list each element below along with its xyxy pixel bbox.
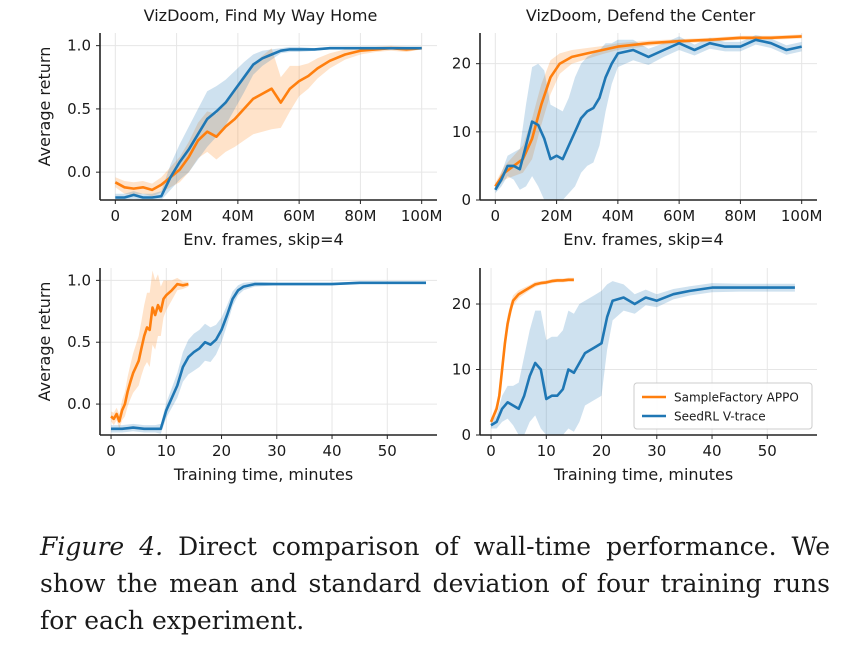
x-axis-label: Training time, minutes	[553, 465, 733, 484]
y-tick-label: 20	[452, 55, 471, 73]
x-tick-label: 40M	[222, 207, 254, 225]
x-axis-label: Env. frames, skip=4	[183, 230, 343, 249]
x-tick-label: 20M	[541, 207, 573, 225]
figure-caption: Figure 4. Direct comparison of wall-time…	[40, 528, 830, 639]
x-tick-label: 50	[758, 442, 777, 460]
legend: SampleFactory APPO SeedRL V-trace	[633, 382, 813, 430]
chart-panel-3: 0 10 20 30 40 50 0.0 0.5 1.0 Training time, minut…	[35, 268, 437, 484]
x-axis-label: Env. frames, skip=4	[563, 230, 723, 249]
series-line-seedrl-v-trace	[115, 46, 422, 199]
chart-panel-1: 0 20M 40M 60M 80M 100M 0.0 0.5 1.0 VizDoom, Find …	[35, 6, 442, 249]
x-tick-label: 20M	[161, 207, 193, 225]
x-tick-label: 40	[702, 442, 721, 460]
caption-figure-label: Figure 4.	[40, 532, 164, 561]
x-tick-label: 0	[111, 207, 121, 225]
y-tick-label: 0.5	[67, 333, 91, 351]
std-band-seedrl-v-trace	[491, 281, 795, 435]
series-line-seedrl-v-trace	[111, 281, 426, 431]
x-tick-label: 0	[491, 207, 501, 225]
figure-panel-grid: 0 20M 40M 60M 80M 100M 0.0 0.5 1.0 VizDoom, Find …	[35, 6, 823, 484]
legend-box	[633, 382, 813, 430]
y-axis-label: Average return	[35, 282, 54, 402]
std-band-seedrl-v-trace	[115, 46, 422, 201]
x-tick-label: 10	[157, 442, 176, 460]
x-axis-label: Training time, minutes	[173, 465, 353, 484]
y-axis-label: Average return	[35, 47, 54, 167]
x-tick-label: 80M	[724, 207, 756, 225]
y-tick-label: 10	[452, 123, 471, 141]
x-tick-label: 20	[592, 442, 611, 460]
x-tick-label: 80M	[344, 207, 376, 225]
y-tick-label: 20	[452, 295, 471, 313]
std-band-samplefactory-appo	[111, 270, 189, 429]
y-tick-label: 0.5	[67, 100, 91, 118]
x-tick-label: 10	[537, 442, 556, 460]
x-tick-label: 30	[647, 442, 666, 460]
y-tick-label: 0	[461, 191, 471, 209]
legend-label: SeedRL V-trace	[674, 410, 766, 424]
legend-label: SampleFactory APPO	[674, 391, 799, 405]
series-line-seedrl-v-trace	[490, 286, 795, 427]
x-tick-label: 20	[212, 442, 231, 460]
y-tick-label: 0.0	[67, 395, 91, 413]
chart-panel-4: 0 10 20 30 40 50 0 10 20 Training time, minutes Sa…	[452, 268, 817, 484]
series-line-samplefactory-appo	[489, 278, 574, 423]
x-tick-label: 50	[378, 442, 397, 460]
series-line-seedrl-v-trace	[494, 38, 802, 191]
x-tick-label: 40	[322, 442, 341, 460]
y-tick-label: 0.0	[67, 163, 91, 181]
y-tick-label: 10	[452, 361, 471, 379]
x-tick-label: 60M	[283, 207, 315, 225]
chart-title: VizDoom, Find My Way Home	[144, 6, 378, 25]
series-line-samplefactory-appo	[110, 282, 189, 423]
x-tick-label: 100M	[781, 207, 823, 225]
x-tick-label: 40M	[602, 207, 634, 225]
x-tick-label: 30	[267, 442, 286, 460]
y-tick-label: 1.0	[67, 37, 91, 55]
y-tick-label: 1.0	[67, 271, 91, 289]
chart-panel-2: 0 20M 40M 60M 80M 100M 0 10 20 VizDoom, Defend th…	[452, 6, 823, 249]
x-tick-label: 0	[486, 442, 496, 460]
std-band-seedrl-v-trace	[495, 35, 802, 200]
caption-text: Direct comparison of wall-time performan…	[40, 532, 831, 635]
chart-title: VizDoom, Defend the Center	[526, 6, 756, 25]
x-tick-label: 0	[106, 442, 116, 460]
x-tick-label: 100M	[401, 207, 443, 225]
series-line-samplefactory-appo	[114, 46, 422, 192]
x-tick-label: 60M	[663, 207, 695, 225]
y-tick-label: 0	[461, 426, 471, 444]
std-band-samplefactory-appo	[115, 45, 422, 197]
